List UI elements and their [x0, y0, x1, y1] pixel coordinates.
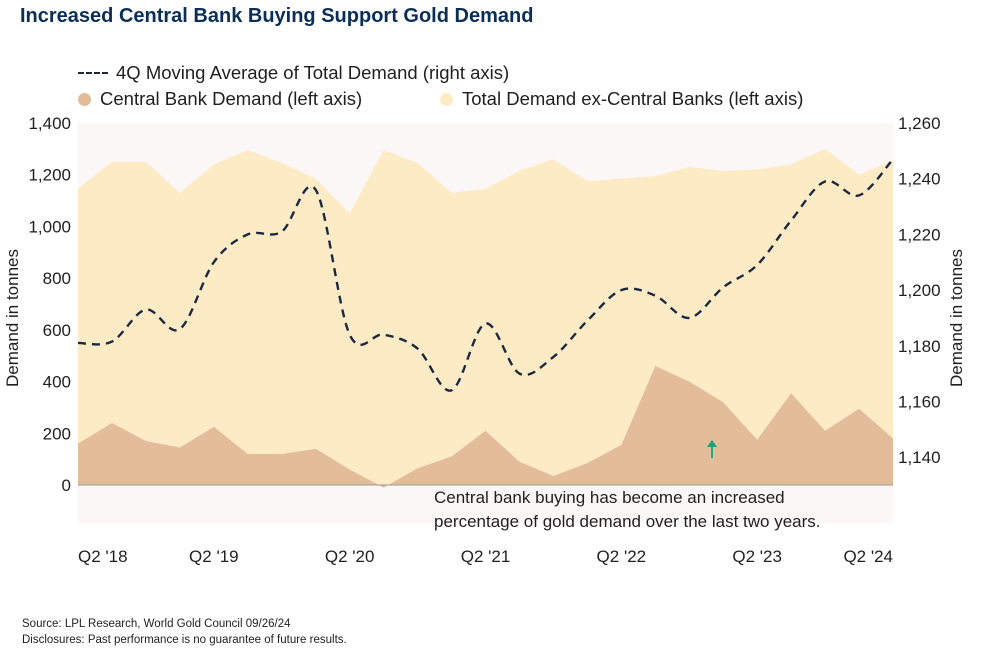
source-note: Source: LPL Research, World Gold Council…	[22, 618, 291, 630]
x-tick-label: Q2 '20	[325, 547, 375, 566]
right-axis-ticks: 1,140 1,160 1,180 1,200 1,220 1,240 1,260	[898, 114, 941, 467]
legend-central-bank: Central Bank Demand (left axis)	[78, 88, 362, 110]
left-tick-label: 800	[43, 269, 71, 288]
legend-moving-avg-label: 4Q Moving Average of Total Demand (right…	[116, 62, 510, 83]
x-tick-label: Q2 '18	[78, 547, 128, 566]
left-tick-label: 1,000	[28, 217, 71, 236]
page-title: Increased Central Bank Buying Support Go…	[20, 5, 534, 27]
left-tick-label: 1,200	[28, 166, 71, 185]
annotation-line-2: percentage of gold demand over the last …	[434, 512, 821, 531]
right-tick-label: 1,160	[898, 392, 941, 411]
x-tick-label: Q2 '22	[597, 547, 647, 566]
left-tick-label: 400	[43, 373, 71, 392]
left-tick-label: 0	[62, 476, 71, 495]
left-tick-label: 1,400	[28, 114, 71, 133]
left-axis-ticks: 0 200 400 600 800 1,000 1,200 1,400	[28, 114, 71, 495]
legend-central-bank-label: Central Bank Demand (left axis)	[100, 88, 363, 109]
right-axis-label: Demand in tonnes	[947, 249, 966, 387]
x-tick-label: Q2 '21	[461, 547, 511, 566]
right-tick-label: 1,220	[898, 225, 941, 244]
x-tick-label: Q2 '19	[189, 547, 239, 566]
right-tick-label: 1,200	[898, 281, 941, 300]
right-tick-label: 1,240	[898, 170, 941, 189]
central-bank-area	[78, 366, 893, 488]
total-ex-cb-area	[78, 148, 893, 488]
right-tick-label: 1,180	[898, 337, 941, 356]
annotation-line-1: Central bank buying has become an increa…	[434, 488, 785, 507]
left-tick-label: 200	[43, 424, 71, 443]
total-ex-cb-swatch	[440, 92, 453, 106]
legend-total-ex-cb-label: Total Demand ex-Central Banks (left axis…	[462, 88, 804, 109]
plot-areas	[78, 123, 893, 523]
legend-moving-avg: 4Q Moving Average of Total Demand (right…	[78, 62, 509, 84]
right-tick-label: 1,140	[898, 448, 941, 467]
central-bank-swatch	[78, 92, 91, 106]
x-tick-label: Q2 '23	[732, 547, 782, 566]
dashed-line-swatch	[78, 72, 108, 74]
moving-average-group	[77, 158, 894, 392]
moving-average-line	[77, 158, 894, 392]
left-tick-label: 600	[43, 321, 71, 340]
legend-total-ex-cb: Total Demand ex-Central Banks (left axis…	[440, 88, 803, 110]
x-tick-label: Q2 '24	[843, 547, 893, 566]
left-axis-label: Demand in tonnes	[3, 249, 22, 387]
disclosure-note: Disclosures: Past performance is no guar…	[22, 634, 347, 646]
annotation-arrow-head	[707, 440, 717, 447]
x-axis-ticks: Q2 '18 Q2 '19 Q2 '20 Q2 '21 Q2 '22 Q2 '23 Q2 '…	[78, 547, 893, 566]
right-tick-label: 1,260	[898, 114, 941, 133]
